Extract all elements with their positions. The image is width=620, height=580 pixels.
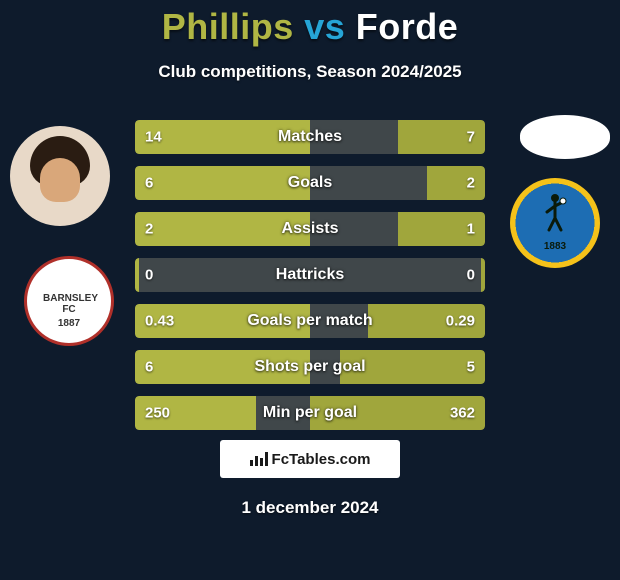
- stat-value-right: 0: [467, 267, 475, 284]
- stat-bar-left: [135, 166, 310, 200]
- stat-value-left: 14: [145, 129, 162, 146]
- date-label: 1 december 2024: [0, 498, 620, 518]
- subtitle: Club competitions, Season 2024/2025: [0, 62, 620, 82]
- page-title: Phillips vs Forde: [0, 0, 620, 48]
- source-logo: FcTables.com: [220, 440, 400, 478]
- stat-value-left: 6: [145, 175, 153, 192]
- stat-value-right: 0.29: [446, 313, 475, 330]
- stat-value-left: 250: [145, 405, 170, 422]
- stat-value-left: 6: [145, 359, 153, 376]
- stat-label: Min per goal: [263, 404, 357, 422]
- stat-value-left: 0.43: [145, 313, 174, 330]
- player1-name: Phillips: [162, 6, 294, 47]
- badge-left-year: 1887: [27, 318, 111, 329]
- stat-row: 2 1 Assists: [135, 212, 485, 246]
- stat-label: Goals per match: [247, 312, 372, 330]
- avatar-face-placeholder: [10, 126, 110, 226]
- player1-club-badge: BARNSLEY FC 1887: [24, 256, 114, 346]
- comparison-chart: 14 7 Matches 6 2 Goals 2 1 Assists 0 0 Hattricks 0.4…: [135, 120, 485, 442]
- stat-row: 14 7 Matches: [135, 120, 485, 154]
- badge-right-year: 1883: [510, 241, 600, 252]
- stat-label: Matches: [278, 128, 342, 146]
- stat-value-right: 7: [467, 129, 475, 146]
- stat-bar-right: [481, 258, 485, 292]
- stat-row: 6 5 Shots per goal: [135, 350, 485, 384]
- stat-value-left: 0: [145, 267, 153, 284]
- stat-row: 0 0 Hattricks: [135, 258, 485, 292]
- badge-right-figure-icon: [540, 192, 570, 232]
- stat-bar-left: [135, 258, 139, 292]
- stat-label: Goals: [288, 174, 332, 192]
- bar-chart-icon: [250, 452, 268, 466]
- badge-left-text: BARNSLEY FC: [43, 293, 95, 315]
- player2-name: Forde: [356, 6, 459, 47]
- stat-bar-right: [427, 166, 485, 200]
- stat-value-right: 5: [467, 359, 475, 376]
- stat-value-right: 2: [467, 175, 475, 192]
- vs-text: vs: [304, 6, 345, 47]
- stat-row: 250 362 Min per goal: [135, 396, 485, 430]
- stat-value-right: 362: [450, 405, 475, 422]
- stat-row: 0.43 0.29 Goals per match: [135, 304, 485, 338]
- stat-value-right: 1: [467, 221, 475, 238]
- player2-club-badge: 1883: [510, 178, 600, 268]
- stat-value-left: 2: [145, 221, 153, 238]
- player1-avatar: [10, 126, 110, 226]
- player2-avatar: [520, 115, 610, 159]
- stat-label: Shots per goal: [254, 358, 365, 376]
- stat-row: 6 2 Goals: [135, 166, 485, 200]
- stat-label: Assists: [282, 220, 339, 238]
- logo-text: FcTables.com: [272, 451, 371, 468]
- stat-label: Hattricks: [276, 266, 344, 284]
